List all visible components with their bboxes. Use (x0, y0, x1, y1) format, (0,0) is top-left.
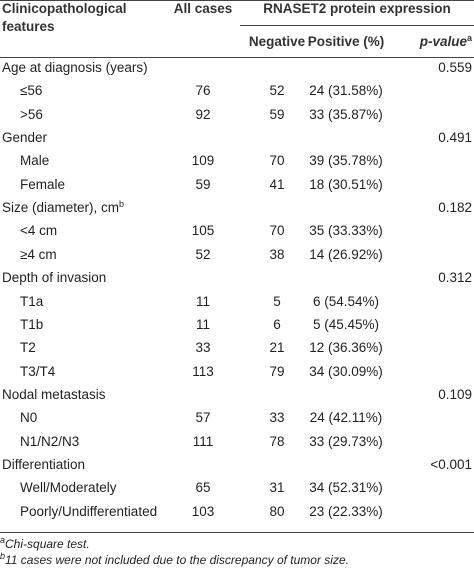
negative: 59 (269, 106, 285, 122)
group-label: Gender (2, 129, 47, 147)
positive: 35 (33.33%) (309, 223, 383, 239)
header-positive: Positive (%) (307, 34, 385, 49)
header-all-cases: All cases (173, 1, 233, 16)
positive: 33 (35.87%) (309, 106, 383, 122)
group-label: Age at diagnosis (years) (2, 59, 148, 77)
positive: 24 (31.58%) (309, 83, 383, 99)
p-value-text: p-value (419, 34, 467, 49)
row-label: Female (20, 176, 66, 192)
positive: 18 (30.51%) (309, 176, 383, 192)
positive: 14 (26.92%) (309, 246, 383, 262)
row-label: Well/Moderately (20, 480, 117, 496)
negative: 41 (269, 176, 285, 192)
group-label-text: Depth of invasion (2, 270, 107, 286)
negative: 52 (269, 83, 285, 99)
group-label-note: b (119, 199, 125, 210)
negative: 6 (273, 316, 281, 332)
row-label: T2 (20, 340, 36, 356)
row-label: Poorly/Undifferentiated (20, 503, 158, 519)
all-cases: 57 (195, 410, 211, 426)
p-value: 0.491 (438, 130, 472, 146)
bottom-rule (0, 532, 474, 533)
row-label: T1a (20, 293, 44, 309)
positive: 34 (52.31%) (309, 480, 383, 496)
negative: 31 (269, 480, 285, 496)
negative: 70 (269, 223, 285, 239)
group-rule (240, 25, 474, 26)
footnote-mark: b (0, 551, 6, 561)
row-label: Male (20, 153, 50, 169)
group-label: Size (diameter), cmb (2, 199, 124, 217)
group-label-text: Nodal metastasis (2, 386, 106, 402)
row-label: N0 (20, 410, 38, 426)
positive: 39 (35.78%) (309, 153, 383, 169)
negative: 79 (269, 363, 285, 379)
all-cases: 105 (191, 223, 215, 239)
p-value: <0.001 (430, 456, 472, 472)
group-label: Depth of invasion (2, 269, 106, 287)
row-label: ≤56 (20, 83, 43, 99)
negative: 70 (269, 153, 285, 169)
all-cases: 109 (191, 153, 215, 169)
all-cases: 52 (195, 246, 211, 262)
group-label-text: Age at diagnosis (years) (2, 60, 148, 75)
group-label: Differentiation (2, 456, 85, 474)
all-cases: 113 (192, 363, 214, 379)
all-cases: 111 (192, 433, 214, 449)
header-features: Clinicopathological features (2, 1, 127, 34)
footnote: b11 cases were not included due to the d… (0, 551, 349, 569)
group-label: Nodal metastasis (2, 386, 106, 404)
negative: 21 (269, 340, 285, 356)
group-label-text: Differentiation (2, 456, 86, 472)
row-label: T1b (20, 316, 44, 332)
header-p-value: p-valuea (420, 33, 472, 51)
p-value: 0.182 (438, 200, 472, 216)
positive: 12 (36.36%) (309, 340, 383, 356)
positive: 23 (22.33%) (309, 503, 383, 519)
negative: 38 (269, 246, 285, 262)
group-label-text: Gender (2, 130, 48, 146)
all-cases: 59 (195, 176, 211, 192)
footnote-mark: a (0, 535, 6, 545)
row-label: <4 cm (20, 223, 58, 239)
positive: 24 (42.11%) (309, 410, 383, 426)
p-value: 0.312 (438, 270, 472, 286)
positive: 33 (29.73%) (309, 433, 383, 449)
negative: 5 (273, 293, 281, 309)
row-label: ≥4 cm (20, 246, 57, 262)
all-cases: 65 (195, 480, 211, 496)
all-cases: 11 (195, 316, 211, 332)
positive: 34 (30.09%) (309, 363, 383, 379)
negative: 33 (269, 410, 285, 426)
p-value: 0.109 (438, 386, 472, 402)
all-cases: 92 (195, 106, 211, 122)
all-cases: 33 (195, 340, 211, 356)
footnote: aChi-square test. (0, 535, 90, 553)
all-cases: 103 (191, 503, 215, 519)
negative: 78 (269, 433, 285, 449)
row-label: >56 (20, 106, 43, 122)
header-negative: Negative (248, 34, 306, 49)
row-label: T3/T4 (20, 363, 56, 379)
p-value: 0.559 (438, 60, 472, 75)
row-label: N1/N2/N3 (20, 433, 80, 449)
all-cases: 76 (195, 83, 211, 99)
negative: 80 (269, 503, 285, 519)
group-label-text: Size (diameter), cm (2, 200, 120, 216)
header-rule (0, 57, 474, 58)
header-group: RNASET2 protein expression (263, 1, 451, 16)
positive: 6 (54.54%) (312, 293, 380, 309)
footnote-text: 11 cases were not included due to the di… (5, 553, 349, 567)
p-value-note: a (466, 33, 472, 43)
top-rule (0, 0, 474, 1)
positive: 5 (45.45%) (312, 316, 380, 332)
footnote-text: Chi-square test. (5, 537, 90, 551)
all-cases: 11 (195, 293, 211, 309)
